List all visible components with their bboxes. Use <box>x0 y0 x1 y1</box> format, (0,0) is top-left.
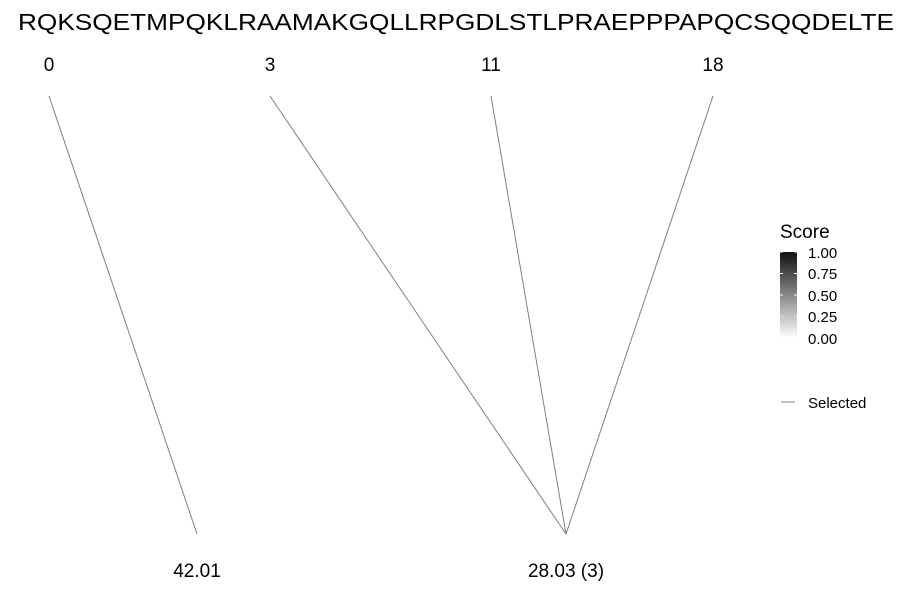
score-colorbar <box>780 252 797 338</box>
score-tick-label: 0.00 <box>808 331 837 348</box>
selected-legend-label: Selected <box>808 395 866 412</box>
score-tick-label: 0.50 <box>808 288 837 305</box>
position-label-2: 11 <box>481 55 501 76</box>
connector-line <box>490 95 567 535</box>
position-label-3: 18 <box>702 55 723 76</box>
fragment-label-1: 28.03 (3) <box>528 561 604 582</box>
position-label-1: 3 <box>265 55 276 76</box>
position-label-0: 0 <box>44 55 55 76</box>
score-tick-label: 0.25 <box>808 309 837 326</box>
selected-legend: Selected <box>781 395 866 412</box>
score-tick-label: 0.75 <box>808 266 837 283</box>
score-tick-label: 1.00 <box>808 245 837 262</box>
sequence-text: RQKSQETMPQKLRAAMAKGQLLRPGDLSTLPRAEPPPAPQ… <box>18 9 894 35</box>
connector-lines <box>48 95 714 535</box>
connector-line <box>565 95 714 535</box>
connector-line <box>48 95 198 535</box>
score-legend-title: Score <box>780 222 830 243</box>
connector-line <box>269 95 567 535</box>
fragment-label-0: 42.01 <box>173 561 221 582</box>
score-legend: Score 1.00 0.75 0.50 0.25 0.00 <box>780 222 837 348</box>
